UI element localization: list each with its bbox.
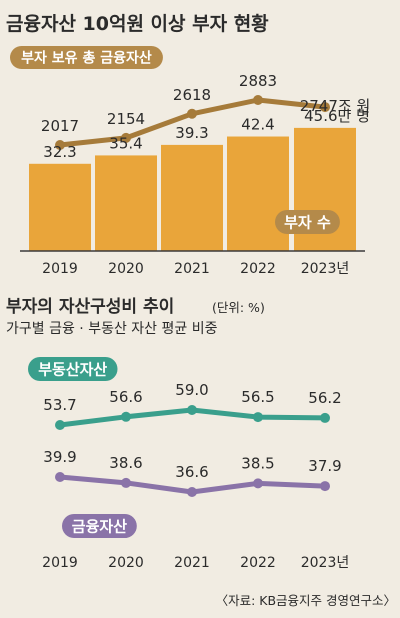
bar-series-label-text: 부자 수 (284, 213, 331, 231)
financial-value-label-3: 38.5 (241, 454, 274, 472)
composition-chart: 부자의 자산구성비 추이 (단위: %) 가구별 금융 · 부동산 자산 평균 비중… (6, 297, 349, 571)
composition-x-label-0: 2019 (42, 555, 78, 571)
financial-point-3 (253, 478, 263, 489)
composition-x-label-1: 2020 (108, 555, 144, 571)
bar-category-label-3: 2022 (240, 261, 276, 277)
bar-3 (227, 136, 289, 251)
bar-category-label-0: 2019 (42, 261, 78, 277)
composition-x-label-4: 2023년 (301, 555, 350, 571)
realestate-series-label-text: 부동산자산 (38, 360, 107, 378)
bar-category-label-4: 2023년 (301, 261, 350, 277)
composition-x-label-2: 2021 (174, 555, 210, 571)
composition-unit: (단위: %) (212, 300, 265, 315)
composition-subtitle: 가구별 금융 · 부동산 자산 평균 비중 (6, 321, 218, 337)
composition-x-label-3: 2022 (240, 555, 276, 571)
realestate-point-2 (187, 405, 197, 415)
bar-value-label-2: 39.3 (175, 124, 208, 142)
realestate-series-label-bg (28, 357, 118, 381)
bar-value-label-3: 42.4 (241, 116, 274, 134)
bar-category-label-2: 2021 (174, 261, 210, 277)
financial-value-label-0: 39.9 (43, 448, 76, 466)
asset-value-label-1: 2154 (107, 110, 145, 128)
financial-value-label-4: 37.9 (308, 457, 341, 475)
realestate-value-label-0: 53.7 (43, 396, 76, 414)
bar-series-label-bg (275, 210, 340, 234)
financial-value-label-2: 36.6 (175, 463, 208, 481)
asset-point-2 (187, 108, 197, 119)
financial-point-1 (121, 477, 131, 488)
financial-series-label: 금융자산 (62, 514, 137, 538)
asset-point-3 (253, 95, 263, 105)
realestate-value-label-4: 56.2 (308, 389, 341, 407)
realestate-point-1 (121, 411, 131, 422)
bar-2 (161, 144, 223, 251)
realestate-point-0 (55, 420, 65, 430)
realestate-value-label-1: 56.6 (109, 388, 142, 406)
asset-line-label: 부자 보유 총 금융자산 (10, 46, 163, 69)
realestate-value-label-2: 59.0 (175, 381, 208, 399)
asset-point-0 (55, 140, 65, 150)
bar-value-label-1: 35.4 (109, 134, 142, 152)
bar-1 (95, 155, 157, 251)
asset-point-4 (320, 102, 330, 113)
realestate-point-4 (320, 412, 330, 423)
asset-line-label-text: 부자 보유 총 금융자산 (21, 50, 152, 67)
composition-title: 부자의 자산구성비 추이 (6, 297, 174, 317)
financial-point-2 (187, 487, 197, 497)
asset-value-label-3: 2883 (239, 72, 277, 90)
source-note: 〈자료: KB금융지주 경영연구소〉 (216, 593, 396, 608)
financial-point-4 (320, 481, 330, 492)
bar-value-label-4: 45.6만 명 (304, 107, 370, 125)
realestate-series-label: 부동산자산 (28, 357, 118, 381)
asset-value-label-0: 2017 (41, 117, 79, 135)
financial-point-0 (55, 472, 65, 482)
financial-series-label-text: 금융자산 (72, 517, 127, 535)
asset-line-label-bg (10, 46, 163, 69)
bar-value-label-0: 32.3 (43, 143, 76, 161)
asset-value-label-4: 2747조 원 (300, 97, 371, 115)
bar-series-label: 부자 수 (275, 210, 340, 234)
bar-category-label-1: 2020 (108, 261, 144, 277)
page-title: 금융자산 10억원 이상 부자 현황 (6, 12, 269, 35)
asset-point-1 (121, 132, 131, 143)
realestate-value-label-3: 56.5 (241, 388, 274, 406)
realestate-point-3 (253, 412, 263, 423)
top-chart: 부자 보유 총 금융자산 2017 2154 2618 2883 2747조 원 32.3 2… (10, 46, 370, 277)
bar-0 (29, 163, 91, 251)
financial-series-label-bg (62, 514, 137, 538)
financial-value-label-1: 38.6 (109, 454, 142, 472)
asset-value-label-2: 2618 (173, 86, 211, 104)
